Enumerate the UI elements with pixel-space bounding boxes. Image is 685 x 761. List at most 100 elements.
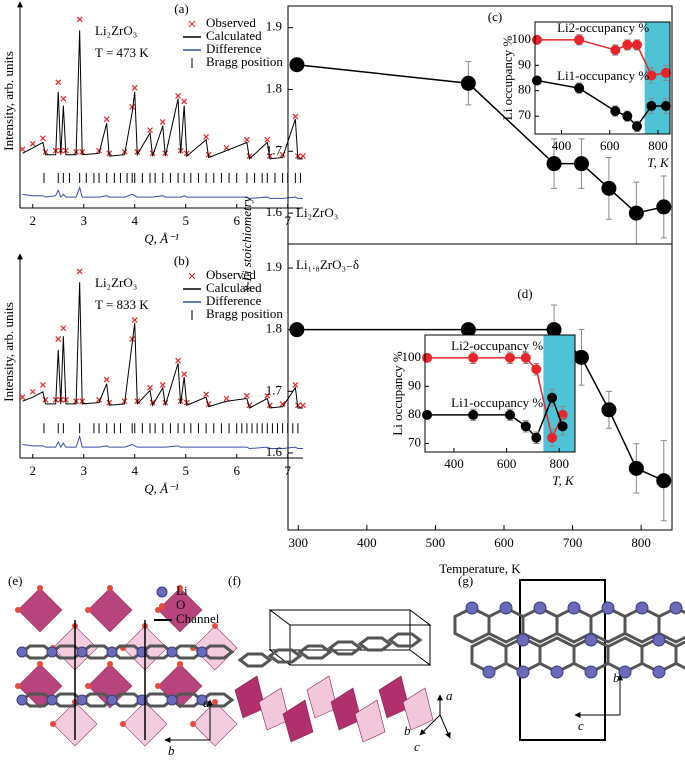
x-tick-label: 6	[233, 463, 240, 478]
x-tick-label: 700	[563, 535, 583, 550]
observed-point	[131, 84, 138, 91]
li-atom	[550, 665, 564, 679]
data-point	[573, 349, 589, 365]
annotation: Li₂ZrO₃	[296, 205, 338, 220]
x-tick-label: 400	[552, 138, 572, 153]
y-tick-label: 100	[512, 31, 532, 46]
li-atom	[76, 646, 88, 658]
y-tick-label: 1.9	[266, 19, 282, 34]
axis-name: b	[404, 723, 411, 738]
data-point	[660, 101, 671, 111]
tetrahedron	[402, 687, 434, 731]
o-atom	[15, 683, 21, 689]
unit-cell	[268, 609, 432, 666]
observed-point	[40, 135, 46, 142]
observed-point	[147, 384, 153, 391]
axis-name: a	[446, 688, 453, 703]
data-point	[531, 364, 542, 375]
x-axis-label: Q, Å⁻¹	[144, 231, 179, 246]
observed-point	[264, 392, 271, 399]
x-axis-label: Temperature, K	[439, 561, 521, 576]
o-atom	[212, 623, 218, 629]
observed-point	[159, 382, 166, 388]
tetrahedron	[234, 675, 266, 719]
x-tick-label: 800	[648, 138, 668, 153]
li-atom	[516, 665, 530, 679]
y-tick-label: 70	[518, 107, 531, 122]
data-point	[601, 180, 617, 196]
o-atom	[155, 683, 161, 689]
panel-label: (e)	[8, 573, 22, 588]
data-point	[646, 70, 657, 81]
observed-point	[175, 357, 181, 364]
y-tick-label: 1.6	[266, 444, 283, 459]
data-point	[468, 409, 479, 420]
x-tick-label: 400	[444, 456, 464, 471]
li-atom	[16, 694, 28, 706]
observed-point	[203, 391, 210, 398]
tetrahedron	[258, 687, 290, 731]
annotation: T = 833 K	[95, 297, 149, 312]
o-atom	[212, 699, 218, 705]
o-atom	[85, 607, 91, 613]
li-chain	[199, 644, 235, 660]
x-tick-label: 3	[80, 213, 87, 228]
li-atom	[618, 665, 632, 679]
axis-arrow	[419, 714, 441, 736]
data-point	[660, 67, 671, 78]
observed-point	[19, 146, 26, 153]
data-point	[289, 57, 305, 73]
li-atom	[584, 633, 598, 647]
legend-label: Observed	[206, 15, 256, 30]
octahedron	[87, 663, 133, 709]
data-point	[622, 39, 633, 50]
observed-point	[181, 98, 188, 105]
data-point	[505, 352, 515, 363]
octahedron	[17, 587, 63, 633]
octahedron	[87, 587, 133, 633]
tetrahedron	[354, 699, 386, 743]
li-atom	[669, 601, 683, 615]
unit-cell	[519, 579, 606, 741]
data-point	[546, 322, 562, 338]
axis-name: b	[168, 743, 175, 758]
li-atom	[533, 601, 547, 615]
observed-point	[147, 127, 153, 134]
observed-point	[264, 136, 271, 143]
data-point	[610, 45, 621, 55]
plot-frame	[287, 243, 673, 531]
axis-name: c	[578, 718, 584, 733]
observed-point	[131, 317, 138, 324]
o-atom	[15, 607, 21, 613]
li-atom	[567, 601, 581, 615]
data-point	[631, 39, 642, 50]
li-atom	[635, 601, 649, 615]
legend-label: O	[176, 597, 185, 612]
series-label: Li2-occupancy %	[451, 338, 543, 353]
observed-point	[159, 119, 166, 125]
data-point	[505, 409, 515, 420]
x-tick-label: 4	[131, 463, 138, 478]
y-tick-label: 90	[518, 56, 531, 71]
observed-point	[203, 134, 210, 140]
annotation: T = 473 K	[95, 45, 149, 60]
li-chain	[357, 636, 393, 652]
octahedron	[192, 701, 238, 747]
y-tick-label: 80	[518, 82, 531, 97]
y-tick-label: 100	[402, 349, 422, 364]
o-atom	[120, 721, 126, 727]
data-point	[557, 421, 568, 432]
li-atom	[166, 694, 178, 706]
o-atom	[155, 607, 161, 613]
data-point	[574, 34, 585, 45]
observed-point	[129, 336, 136, 342]
x-tick-label: 2	[29, 213, 36, 228]
observed-point	[76, 268, 83, 275]
inset-frame	[424, 334, 576, 453]
octahedron	[157, 663, 203, 709]
observed-point	[42, 149, 49, 155]
x-tick-label: 3	[80, 463, 87, 478]
x-tick-label: 4	[131, 213, 138, 228]
li-atom	[652, 665, 666, 679]
y-tick-label: 1.8	[266, 321, 282, 336]
